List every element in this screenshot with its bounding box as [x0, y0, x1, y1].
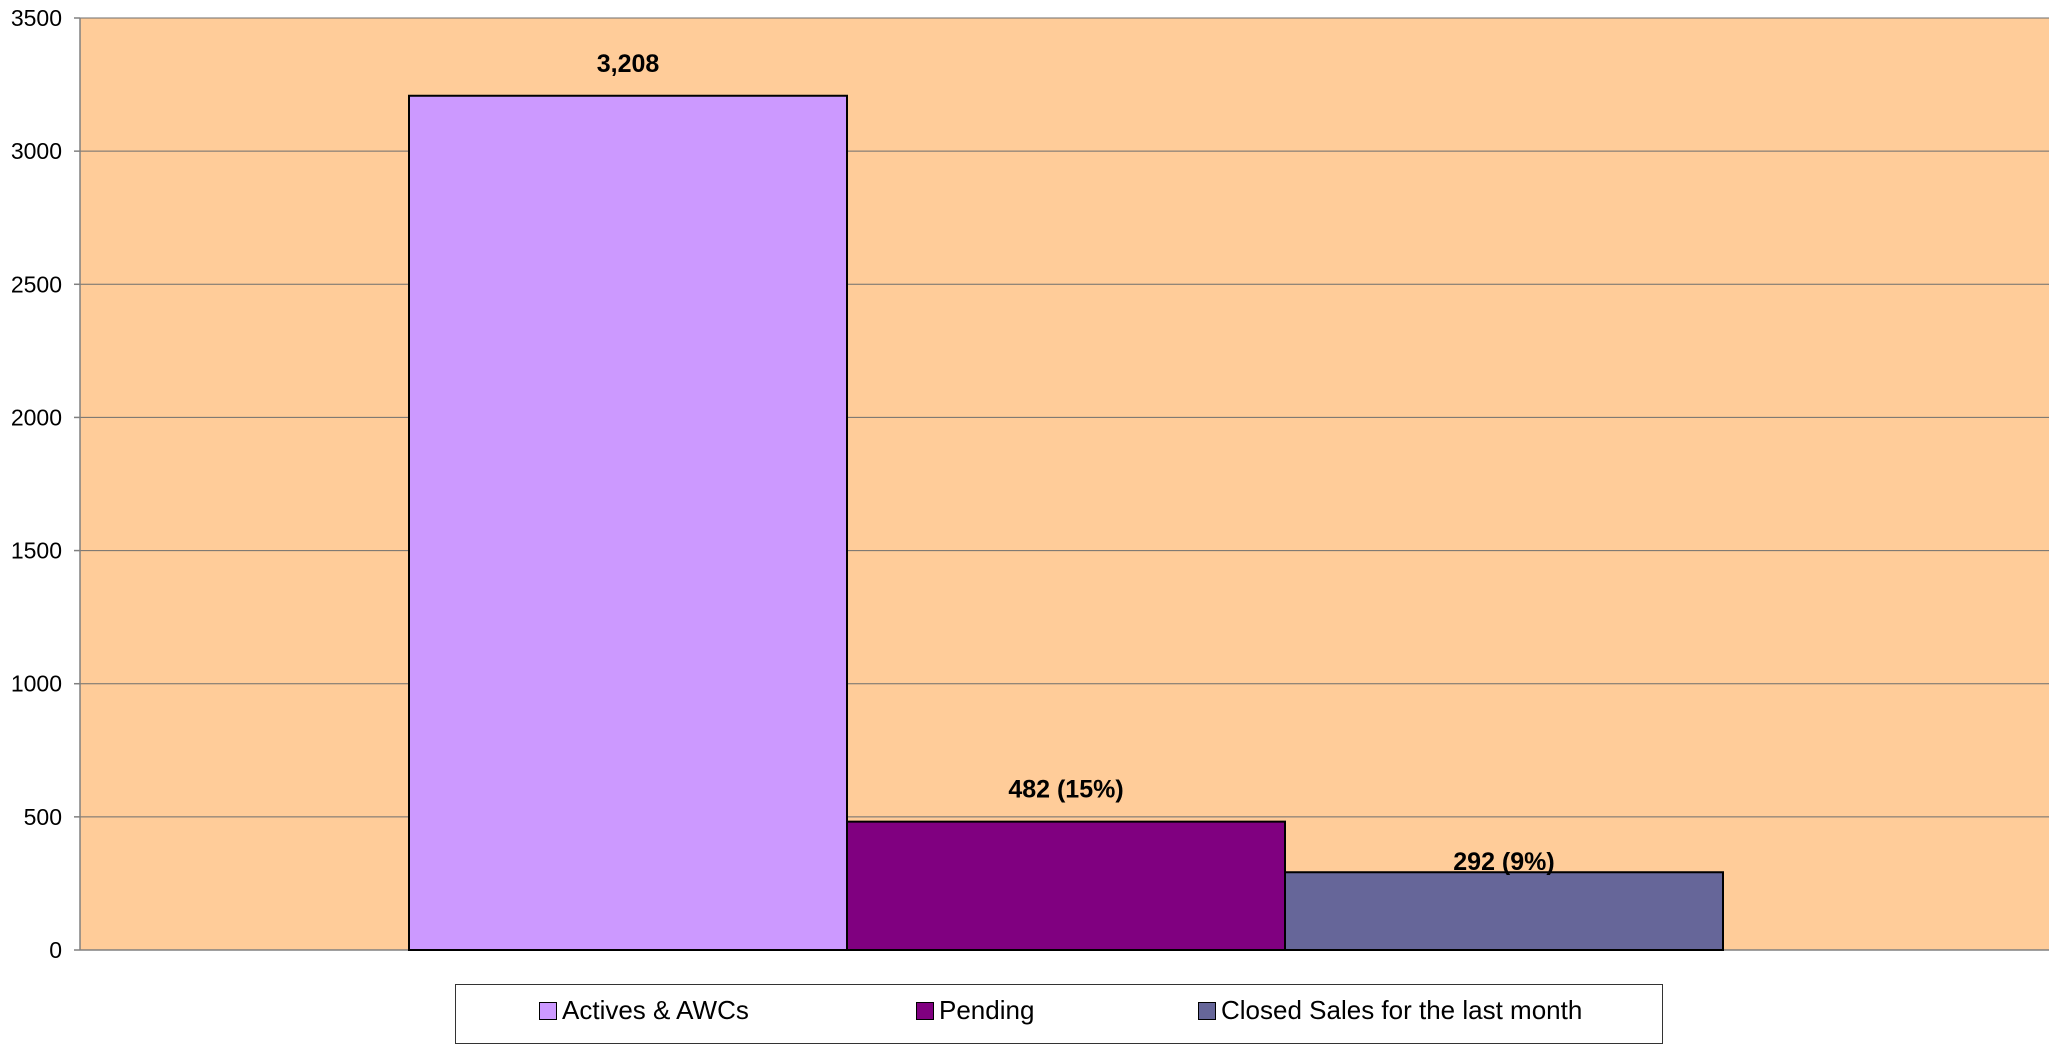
data-labels: 3,208 482 (15%) 292 (9%)	[597, 50, 1555, 876]
legend-label-closed-sales: Closed Sales for the last month	[1221, 995, 1583, 1025]
bars	[408, 94, 1724, 951]
legend-swatch-actives	[539, 1001, 557, 1020]
bar-actives	[408, 94, 848, 951]
legend-label-pending: Pending	[939, 995, 1035, 1025]
y-tick-label-3000: 3000	[11, 138, 62, 164]
y-tick-label-0: 0	[49, 937, 62, 963]
y-tick-label-2000: 2000	[11, 404, 62, 430]
bar-closed-sales	[1284, 871, 1724, 951]
y-tick-label-1500: 1500	[11, 538, 62, 564]
y-tick-label-2500: 2500	[11, 271, 62, 297]
legend-item-closed-sales: Closed Sales for the last month	[1198, 995, 1582, 1026]
plot-area	[80, 18, 2049, 950]
bar-pending	[846, 820, 1286, 951]
legend-swatch-closed-sales	[1198, 1001, 1216, 1020]
legend-swatch-pending	[916, 1001, 934, 1020]
legend-label-actives: Actives & AWCs	[562, 995, 749, 1025]
data-label-pending: 482 (15%)	[1008, 776, 1123, 804]
y-tick-label-500: 500	[24, 804, 62, 830]
data-label-actives: 3,208	[597, 50, 660, 78]
legend-item-pending: Pending	[916, 995, 1034, 1026]
y-tick-label-1000: 1000	[11, 671, 62, 697]
data-label-closed-sales: 292 (9%)	[1453, 848, 1554, 876]
legend: Actives & AWCs Pending Closed Sales for …	[455, 984, 1663, 1044]
y-tick-label-3500: 3500	[11, 5, 62, 31]
y-tick-labels: 0 500 1000 1500 2000 2500 3000 3500	[11, 5, 62, 963]
legend-item-actives: Actives & AWCs	[539, 995, 749, 1026]
